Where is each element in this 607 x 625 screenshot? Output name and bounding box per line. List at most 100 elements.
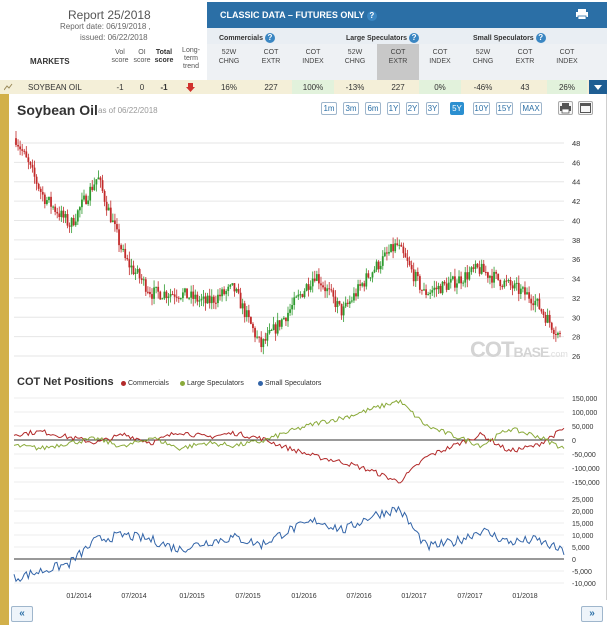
prev-button[interactable]: « [11, 606, 33, 622]
small-speculators-chart[interactable]: 25,000 20,000 15,000 10,000 5,000 0 -5,000 -10,… [9, 495, 607, 605]
candle-body [200, 298, 203, 301]
candle-body [41, 191, 44, 195]
candle-body [418, 276, 421, 290]
print-icon[interactable] [576, 9, 588, 19]
candle-body [19, 146, 22, 150]
col-commercials-extr[interactable]: COT EXTR [261, 49, 281, 65]
candle-body [315, 274, 318, 281]
fullscreen-button[interactable] [578, 101, 593, 115]
candle-body [157, 286, 160, 292]
candle-body [130, 265, 133, 268]
col-small-extr[interactable]: COT EXTR [515, 49, 535, 65]
net-positions-chart[interactable]: 150,000 100,000 50,000 0 -50,000 -100,000 -150… [9, 390, 607, 490]
candle-body [120, 245, 122, 250]
candle-body [421, 289, 423, 291]
candle-body [46, 200, 48, 204]
candle-body [546, 314, 549, 323]
candle-body [68, 225, 71, 227]
candle-body [346, 302, 349, 304]
candle-body [313, 278, 316, 281]
net-tick-label: 50,000 [572, 424, 594, 431]
price-chart[interactable]: 48 46 44 42 40 38 36 34 32 30 28 26 [9, 118, 607, 368]
col-large-extr[interactable]: COT EXTR [388, 49, 408, 65]
candle-body [474, 263, 477, 269]
help-icon[interactable]: ? [264, 33, 275, 43]
oi-score-header: OI score [133, 49, 151, 64]
range-button-15y[interactable]: 15Y [496, 102, 513, 115]
print-chart-button[interactable] [558, 101, 573, 115]
candle-body [198, 300, 201, 302]
legend-small-speculators[interactable]: Small Speculators [258, 380, 321, 387]
candle-body [410, 264, 413, 270]
print-icon [560, 103, 571, 114]
candle-body [414, 271, 417, 282]
col-small-index[interactable]: COT INDEX [556, 49, 578, 65]
value-cell: 43 [520, 83, 530, 92]
candle-body [540, 309, 543, 312]
candle-body [291, 305, 294, 310]
candle-body [23, 150, 26, 152]
candle-body [144, 279, 147, 292]
candle-body [318, 274, 320, 284]
candle-body [212, 296, 215, 303]
candle-body [221, 289, 223, 297]
candle-body [550, 322, 553, 330]
candle-body [219, 294, 221, 297]
candle-body [87, 200, 90, 205]
range-button-1m[interactable]: 1m [321, 102, 337, 115]
value-cell: 16% [220, 83, 237, 92]
help-icon[interactable]: ? [366, 10, 377, 21]
candle-body [190, 291, 193, 298]
candle-body [367, 273, 370, 278]
candle-body [377, 261, 380, 270]
candle-body [402, 246, 405, 254]
candle-body [64, 214, 67, 218]
candle-body [245, 310, 248, 318]
help-icon[interactable]: ? [535, 33, 546, 43]
legend-commercials[interactable]: Commercials [121, 380, 169, 387]
candle-body [202, 296, 205, 299]
range-button-6m[interactable]: 6m [365, 102, 381, 115]
candle-body [278, 320, 281, 327]
range-button-2y[interactable]: 2Y [406, 102, 419, 115]
candle-body [118, 229, 120, 246]
candle-body [303, 290, 306, 298]
range-button-3y[interactable]: 3Y [426, 102, 439, 115]
row-menu-button[interactable] [589, 80, 607, 94]
candle-body [268, 330, 271, 334]
candle-body [78, 207, 81, 211]
small-tick-label: 15,000 [572, 521, 594, 528]
candle-body [70, 217, 73, 227]
candle-body [353, 293, 355, 301]
help-icon[interactable]: ? [409, 33, 420, 43]
col-commercials-index[interactable]: COT INDEX [302, 49, 324, 65]
col-commercials-52w[interactable]: 52W CHNG [218, 49, 240, 65]
range-button-5y[interactable]: 5Y [450, 102, 464, 115]
candle-body [17, 144, 19, 147]
candle-body [270, 329, 273, 331]
candle-body [400, 244, 403, 247]
candle-body [241, 303, 244, 309]
col-large-52w[interactable]: 52W CHNG [344, 49, 366, 65]
candle-body [29, 162, 32, 165]
candle-body [76, 210, 79, 222]
candle-body [109, 207, 112, 223]
candle-body [289, 309, 291, 313]
range-button-1y[interactable]: 1Y [387, 102, 400, 115]
range-button-10y[interactable]: 10Y [473, 102, 490, 115]
market-name[interactable]: SOYBEAN OIL [28, 83, 82, 92]
col-large-index[interactable]: COT INDEX [429, 49, 451, 65]
candle-body [192, 291, 195, 299]
range-button-3m[interactable]: 3m [343, 102, 359, 115]
large-speculators-line [13, 399, 565, 451]
candle-body [227, 286, 230, 291]
candle-body [530, 298, 533, 304]
classic-data-title: CLASSIC DATA – FUTURES ONLY ? [220, 10, 377, 21]
candle-body [522, 287, 524, 289]
range-button-max[interactable]: MAX [520, 102, 542, 115]
candle-body [107, 207, 110, 211]
legend-large-speculators[interactable]: Large Speculators [180, 380, 244, 387]
col-small-52w[interactable]: 52W CHNG [472, 49, 494, 65]
trend-header: Long-term trend [182, 47, 200, 70]
next-button[interactable]: » [581, 606, 603, 622]
